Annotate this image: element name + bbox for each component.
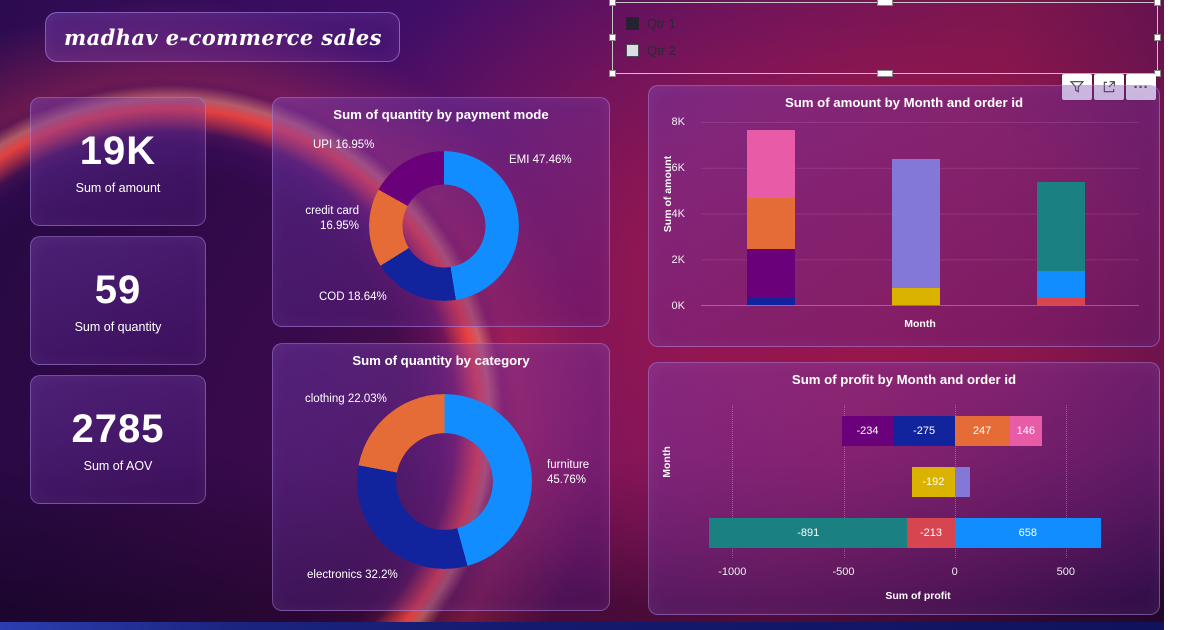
kpi-label: Sum of AOV: [83, 458, 153, 473]
bar-segment[interactable]: -213: [907, 517, 955, 548]
report-title: madhav e-commerce sales: [64, 24, 382, 50]
focus-mode-button[interactable]: [1094, 74, 1124, 100]
quarter-slicer[interactable]: Qtr 1 Qtr 2: [609, 0, 1161, 77]
donut-label: COD 18.64%: [319, 291, 387, 303]
gridline: [843, 405, 845, 558]
bar-segment[interactable]: [954, 466, 970, 497]
x-axis-tick: 0: [951, 566, 958, 578]
y-axis: Sum of amount 8K 6K 4K 2K 0K: [649, 116, 693, 312]
payment-mode-donut-card[interactable]: Sum of quantity by payment mode EMI 47.4…: [272, 97, 610, 327]
bar-segment[interactable]: [892, 158, 940, 288]
x-axis: -1000 -500 0 500: [699, 566, 1137, 582]
donut-label: electronics 32.2%: [307, 569, 398, 581]
y-axis-label: Month: [661, 446, 673, 479]
donut-chart[interactable]: [357, 394, 532, 569]
bar-segment[interactable]: [1037, 270, 1085, 299]
kpi-label: Sum of amount: [75, 180, 161, 195]
selection-handle[interactable]: [609, 0, 616, 6]
kpi-value: 19K: [79, 128, 157, 173]
bar-segment[interactable]: 247: [954, 415, 1010, 446]
donut-label: furniture 45.76%: [547, 459, 590, 486]
slicer-item-label: Qtr 2: [647, 43, 676, 58]
bar-segment[interactable]: [747, 130, 795, 198]
category-donut-card[interactable]: Sum of quantity by category furniture 45…: [272, 343, 610, 611]
amount-by-month-chart-card[interactable]: Sum of amount by Month and order id Sum …: [648, 85, 1160, 347]
bar-segment[interactable]: -891: [709, 517, 908, 548]
kpi-card-sum-of-amount[interactable]: 19K Sum of amount: [30, 97, 206, 226]
column-bar[interactable]: [747, 122, 795, 305]
selection-handle[interactable]: [1154, 70, 1161, 77]
filter-icon: [1069, 81, 1085, 93]
filter-button[interactable]: [1062, 74, 1092, 100]
profit-by-month-chart-card[interactable]: Sum of profit by Month and order id Mont…: [648, 362, 1160, 615]
selection-handle[interactable]: [877, 0, 893, 6]
kpi-value: 59: [94, 267, 142, 312]
bar-segment[interactable]: [747, 248, 795, 299]
bar-segment[interactable]: [747, 298, 795, 305]
bar-segment[interactable]: -234: [841, 415, 894, 446]
y-axis-tick: 8K: [671, 116, 685, 128]
x-axis-label: Sum of profit: [885, 590, 951, 602]
checkbox-qtr1[interactable]: [626, 17, 639, 30]
y-axis-tick: 4K: [671, 208, 685, 220]
chart-title: Sum of amount by Month and order id: [784, 95, 1024, 110]
selection-handle[interactable]: [877, 70, 893, 77]
y-axis-tick: 0K: [671, 300, 685, 312]
donut-label: clothing 22.03%: [305, 393, 387, 405]
kpi-card-sum-of-quantity[interactable]: 59 Sum of quantity: [30, 236, 206, 365]
x-axis-tick: -1000: [718, 566, 747, 578]
x-axis-label: Month: [904, 318, 936, 330]
kpi-label: Sum of quantity: [74, 319, 162, 334]
gridline: [732, 405, 734, 558]
focus-mode-icon: [1103, 81, 1115, 93]
y-axis-tick: 2K: [671, 254, 685, 266]
more-options-button[interactable]: ···: [1126, 74, 1156, 100]
selection-handle[interactable]: [1154, 0, 1161, 6]
bar-segment[interactable]: [892, 287, 940, 305]
bar-segment[interactable]: -275: [893, 415, 955, 446]
slicer-item-qtr2[interactable]: Qtr 2: [626, 37, 676, 64]
slicer-item-list: Qtr 1 Qtr 2: [626, 10, 676, 64]
donut-label: credit card 16.95%: [305, 205, 359, 232]
checkbox-qtr2[interactable]: [626, 44, 639, 57]
y-axis-tick: 6K: [671, 162, 685, 174]
selection-handle[interactable]: [609, 70, 616, 77]
bar-segment[interactable]: -192: [911, 466, 955, 497]
kpi-value: 2785: [71, 406, 165, 451]
report-title-card: madhav e-commerce sales: [45, 12, 400, 62]
donut-label: UPI 16.95%: [313, 139, 375, 151]
x-axis-tick: 500: [1056, 566, 1076, 578]
column-plot-area: [701, 122, 1139, 306]
bar-segment[interactable]: [747, 197, 795, 249]
donut-label: EMI 47.46%: [509, 154, 572, 166]
bar-segment[interactable]: 658: [954, 517, 1101, 548]
bottom-accent-bar: [0, 622, 1164, 630]
chart-title: Sum of quantity by category: [352, 353, 530, 368]
bar-segment[interactable]: [1037, 181, 1085, 271]
x-axis-tick: -500: [832, 566, 855, 578]
chart-title: Sum of profit by Month and order id: [791, 372, 1017, 387]
profit-row: -891 -213 658: [699, 517, 1137, 548]
selection-handle[interactable]: [1154, 34, 1161, 41]
slicer-item-qtr1[interactable]: Qtr 1: [626, 10, 676, 37]
slicer-item-label: Qtr 1: [647, 16, 676, 31]
profit-row: -234 -275 247 146: [699, 415, 1137, 446]
visual-header-toolbar: ···: [1062, 74, 1156, 100]
column-bar[interactable]: [1037, 122, 1085, 305]
profit-row: -192: [699, 466, 1137, 497]
donut-chart[interactable]: [369, 151, 519, 301]
profit-plot-area: -234 -275 247 146 -192 -891 -213 658: [699, 405, 1137, 558]
bar-segment[interactable]: 146: [1009, 415, 1043, 446]
gridline: [1065, 405, 1067, 558]
chart-title: Sum of quantity by payment mode: [333, 107, 549, 122]
bar-segment[interactable]: [1037, 298, 1085, 305]
selection-handle[interactable]: [609, 34, 616, 41]
kpi-card-sum-of-aov[interactable]: 2785 Sum of AOV: [30, 375, 206, 504]
column-bar[interactable]: [892, 122, 940, 305]
